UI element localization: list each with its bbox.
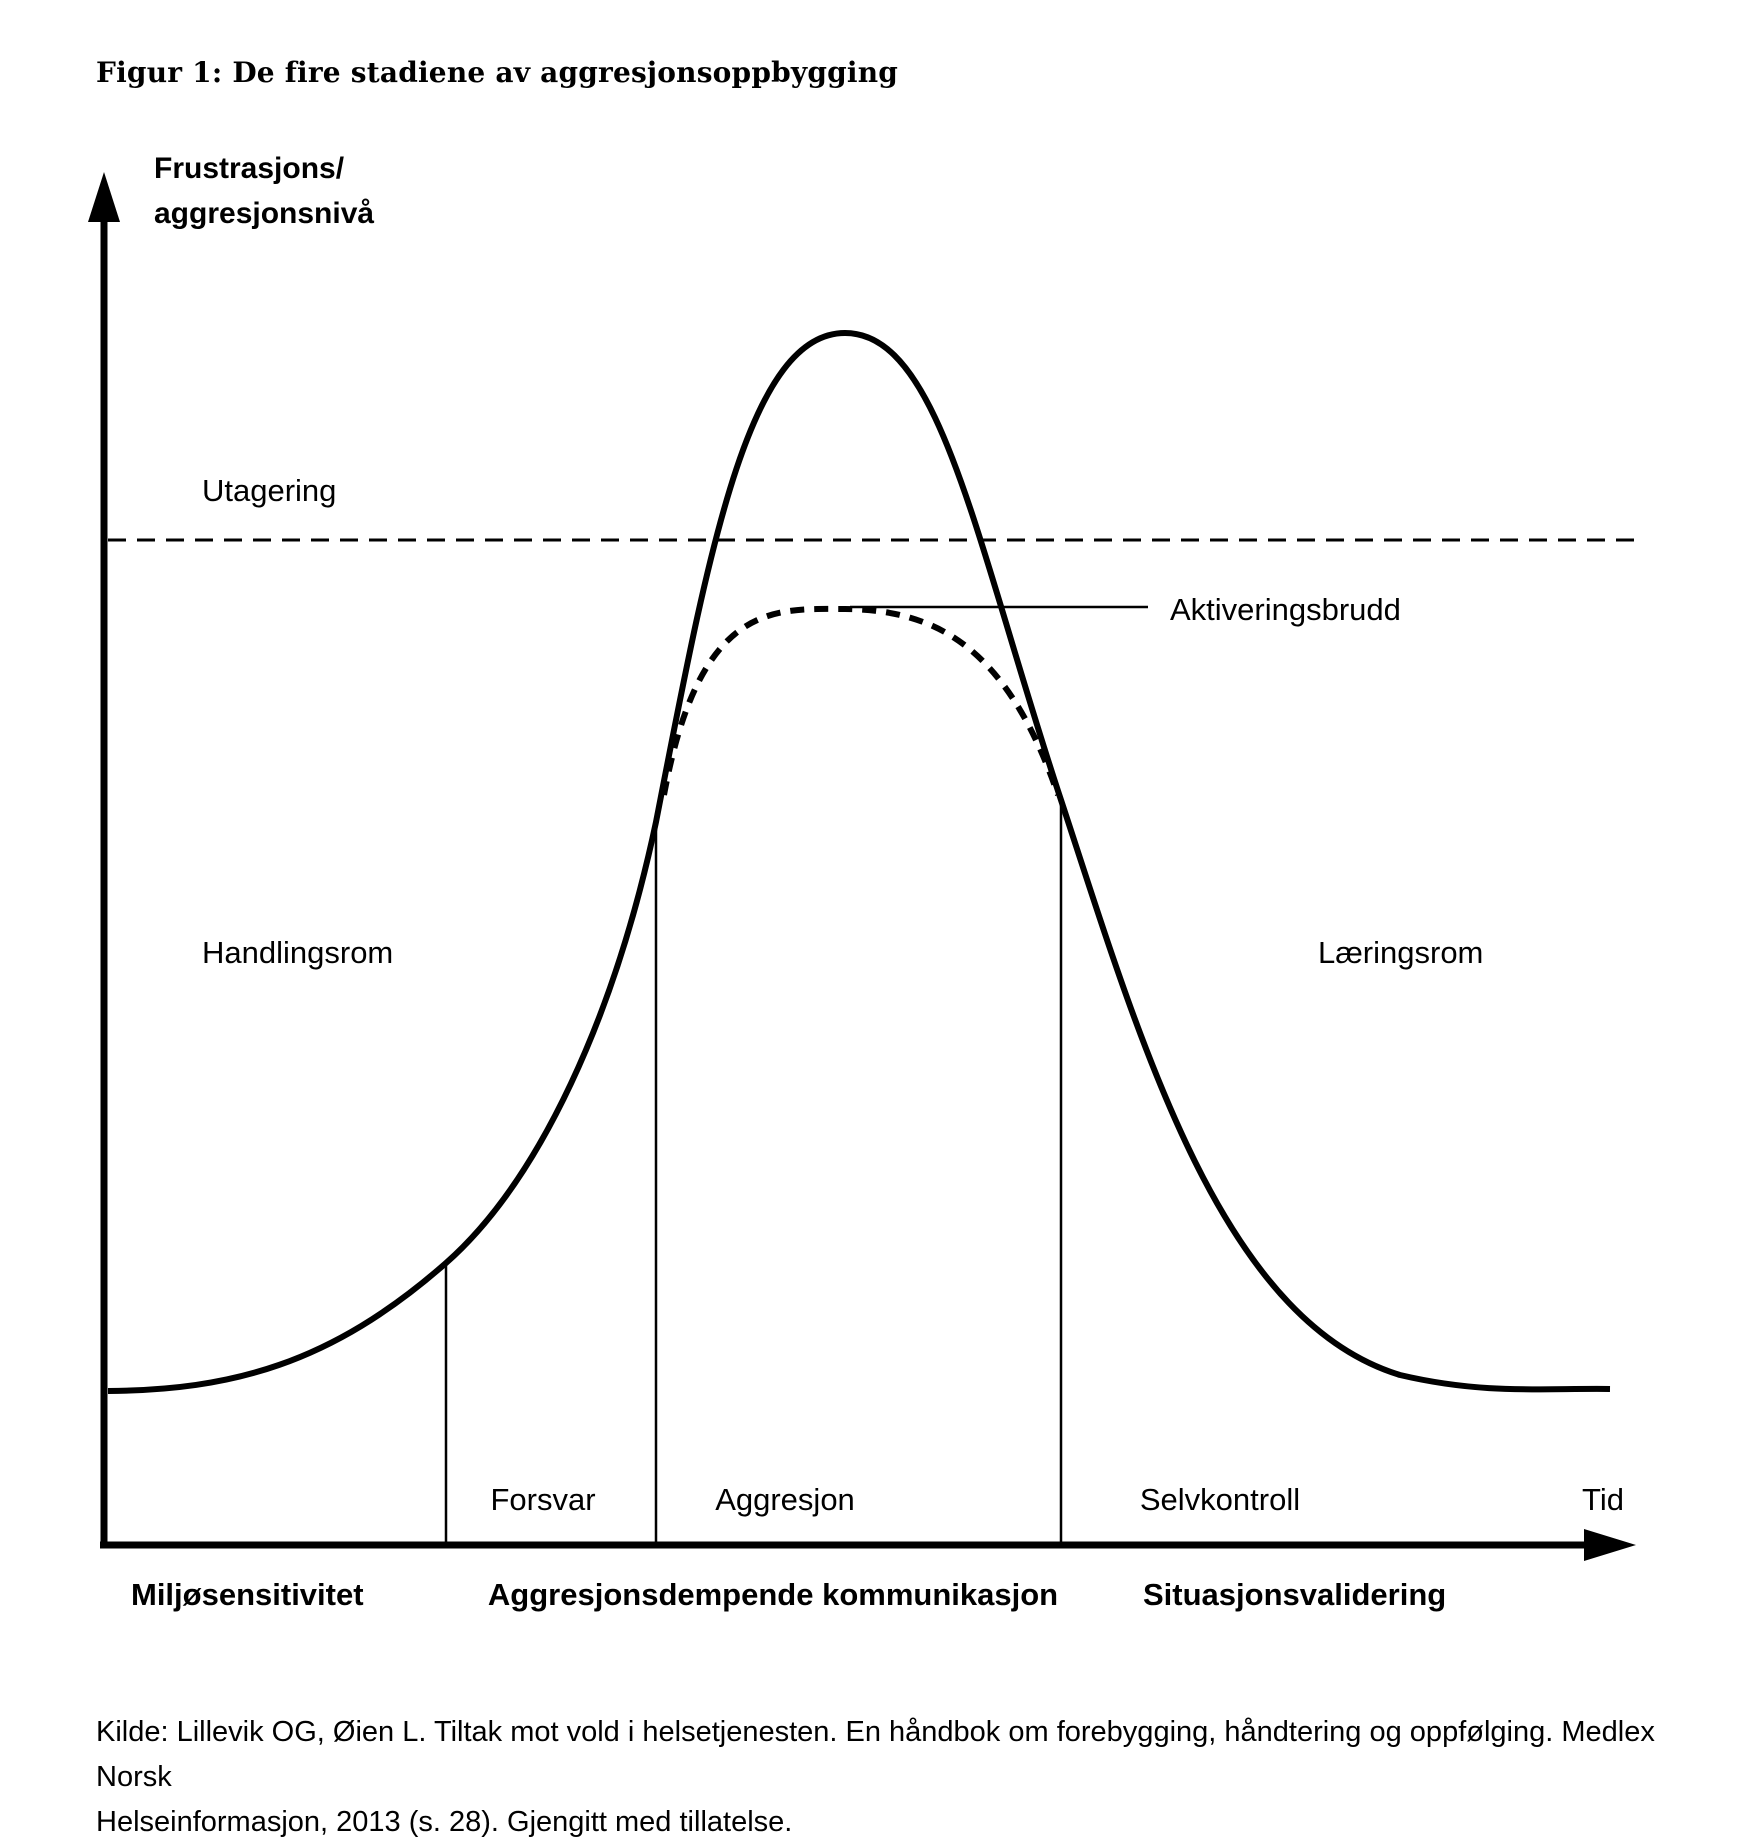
- source-line-2: Helseinformasjon, 2013 (s. 28). Gjengitt…: [96, 1806, 793, 1838]
- y-axis-label-line2: aggresjonsnivå: [154, 197, 375, 230]
- y-axis-arrowhead: [88, 172, 120, 222]
- y-axis-label: Frustrasjons/ aggresjonsnivå: [154, 146, 374, 236]
- x-axis-arrowhead: [1584, 1529, 1636, 1561]
- zone-label-right: Læringsrom: [1318, 935, 1484, 970]
- strategy-label-3: Situasjonsvalidering: [1143, 1577, 1447, 1612]
- source-citation: Kilde: Lillevik OG, Øien L. Tiltak mot v…: [96, 1710, 1696, 1845]
- annotation-label: Aktiveringsbrudd: [1170, 592, 1401, 627]
- stage-label-forsvar: Forsvar: [490, 1482, 596, 1517]
- figure-title: Figur 1: De fire stadiene av aggresjonso…: [96, 56, 899, 89]
- strategy-label-2: Aggresjonsdempende kommunikasjon: [487, 1577, 1059, 1612]
- zone-label-left: Handlingsrom: [202, 935, 394, 970]
- y-axis-label-line1: Frustrasjons/: [154, 152, 345, 185]
- stage-label-aggresjon: Aggresjon: [715, 1482, 855, 1517]
- aggression-curve: [107, 329, 1611, 1394]
- source-line-1: Kilde: Lillevik OG, Øien L. Tiltak mot v…: [96, 1716, 1655, 1793]
- stage-label-selvkontroll: Selvkontroll: [1139, 1482, 1301, 1517]
- x-axis-label: Tid: [1582, 1482, 1624, 1517]
- threshold-label: Utagering: [202, 473, 337, 508]
- strategy-label-1: Miljøsensitivitet: [131, 1577, 364, 1612]
- activation-break-curve: [661, 605, 1061, 796]
